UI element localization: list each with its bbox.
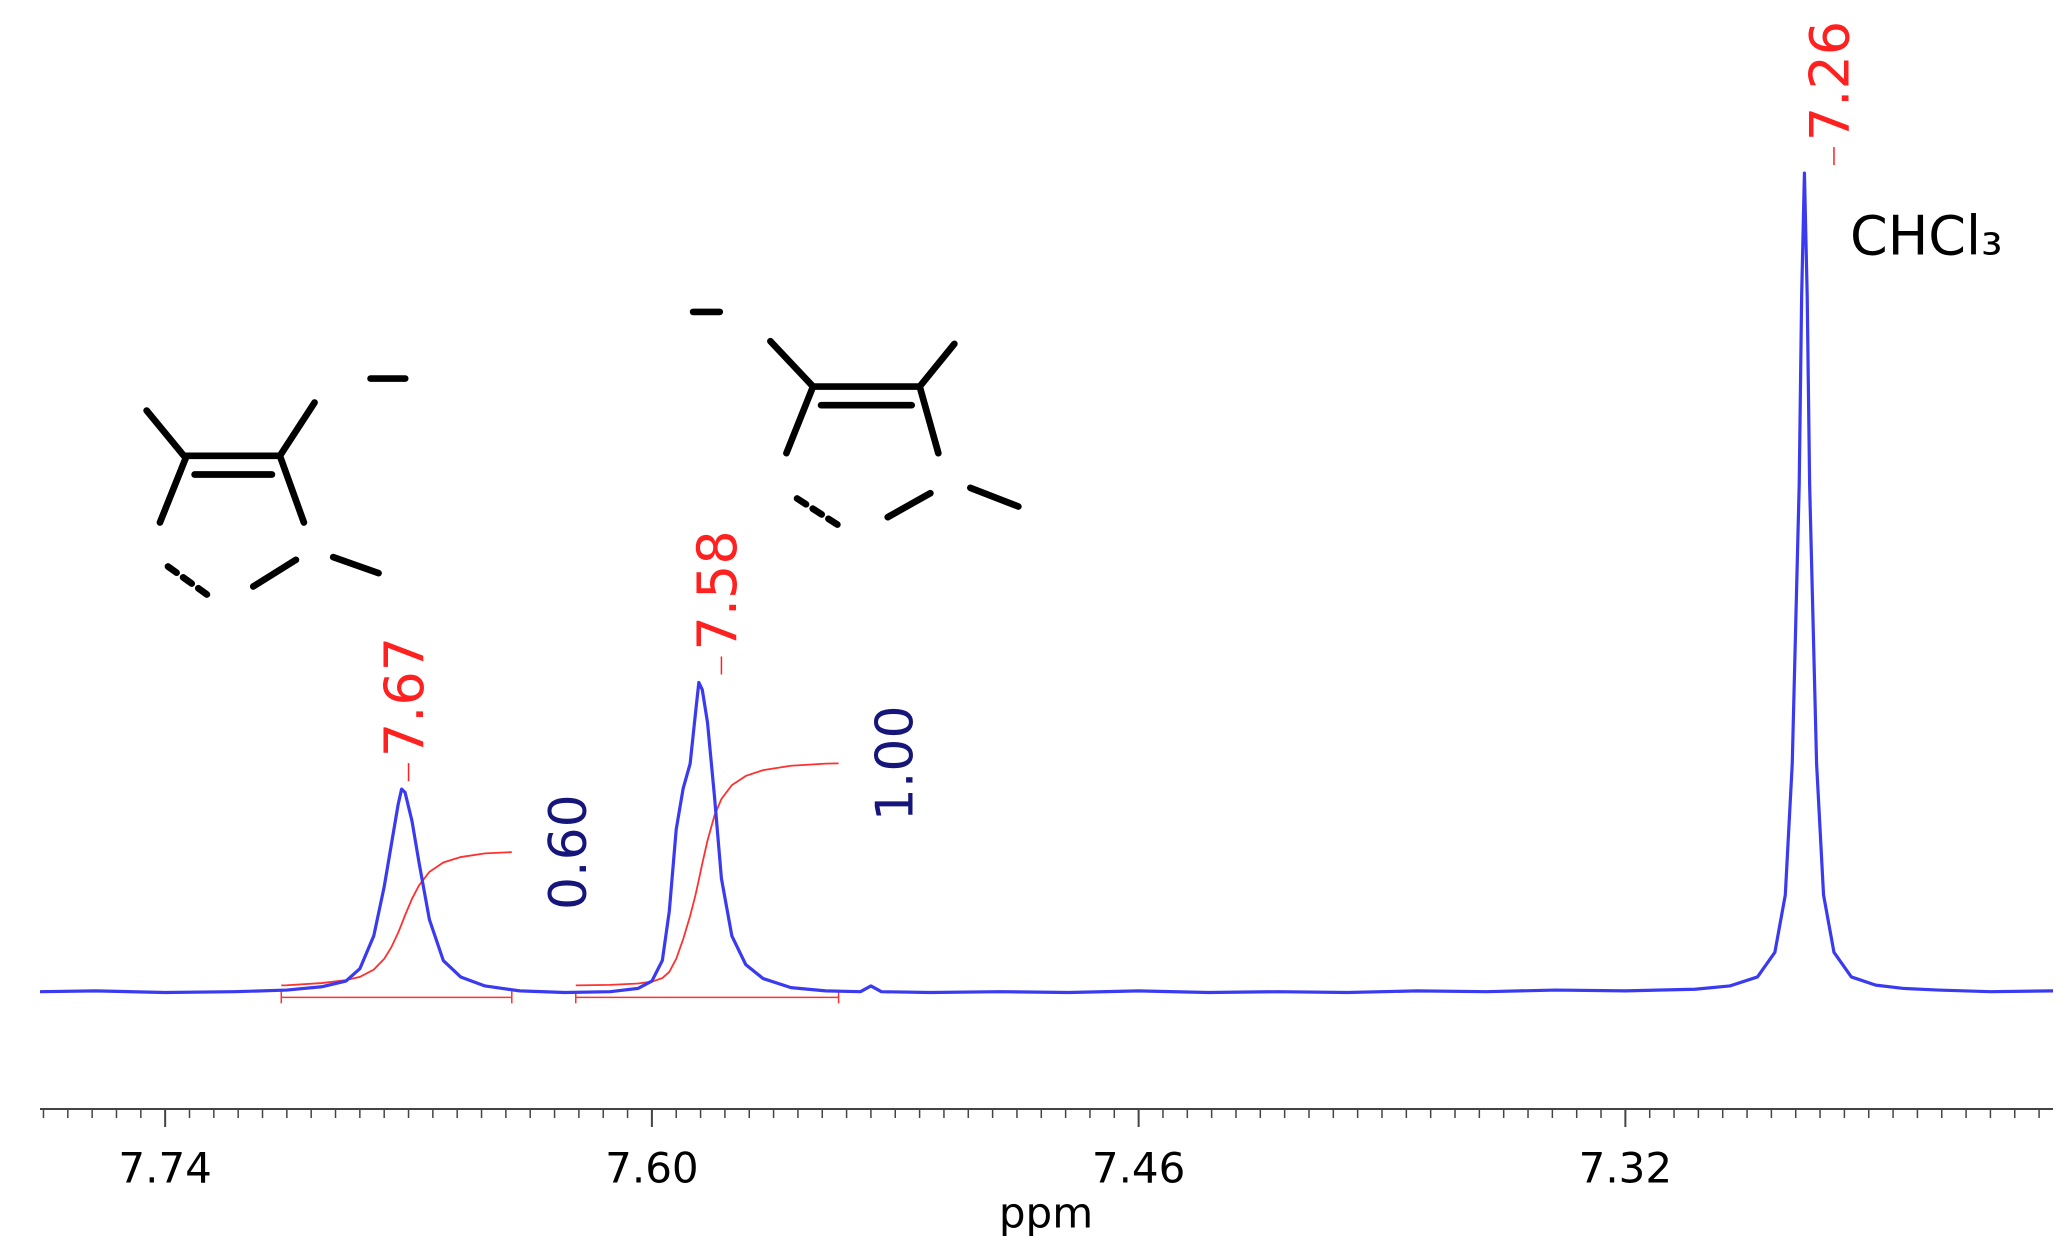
- bond: [967, 484, 1022, 510]
- bond: [767, 337, 817, 390]
- structure-right: [689, 308, 1022, 532]
- integral-label: 0.60: [539, 794, 599, 910]
- bond: [783, 383, 817, 457]
- x-tick-label: 7.46: [1092, 1144, 1186, 1193]
- bond: [329, 553, 382, 577]
- bond: [164, 563, 214, 601]
- solvent-label: CHCl₃: [1850, 205, 2003, 268]
- peak-label: 7.67: [373, 637, 436, 757]
- integral-label: 1.00: [866, 705, 926, 821]
- x-tick-label: 7.60: [605, 1144, 699, 1193]
- bond: [143, 407, 188, 460]
- spectrum-line: [39, 171, 2054, 995]
- x-axis-label: ppm: [999, 1189, 1093, 1238]
- peak-label: 7.58: [686, 530, 749, 650]
- x-tick-label: 7.74: [118, 1144, 212, 1193]
- bond: [156, 452, 190, 526]
- bond: [276, 399, 318, 460]
- bond: [276, 452, 308, 526]
- peak-label: 7.26: [1799, 21, 1862, 141]
- x-tick-label: 7.32: [1579, 1144, 1673, 1193]
- integral-curve: [281, 851, 512, 987]
- bond: [916, 383, 942, 457]
- bond: [249, 556, 300, 590]
- integral-curve: [575, 762, 839, 987]
- bond: [884, 489, 934, 521]
- bond: [916, 340, 958, 390]
- structure-left: [143, 375, 409, 601]
- bond: [793, 495, 846, 532]
